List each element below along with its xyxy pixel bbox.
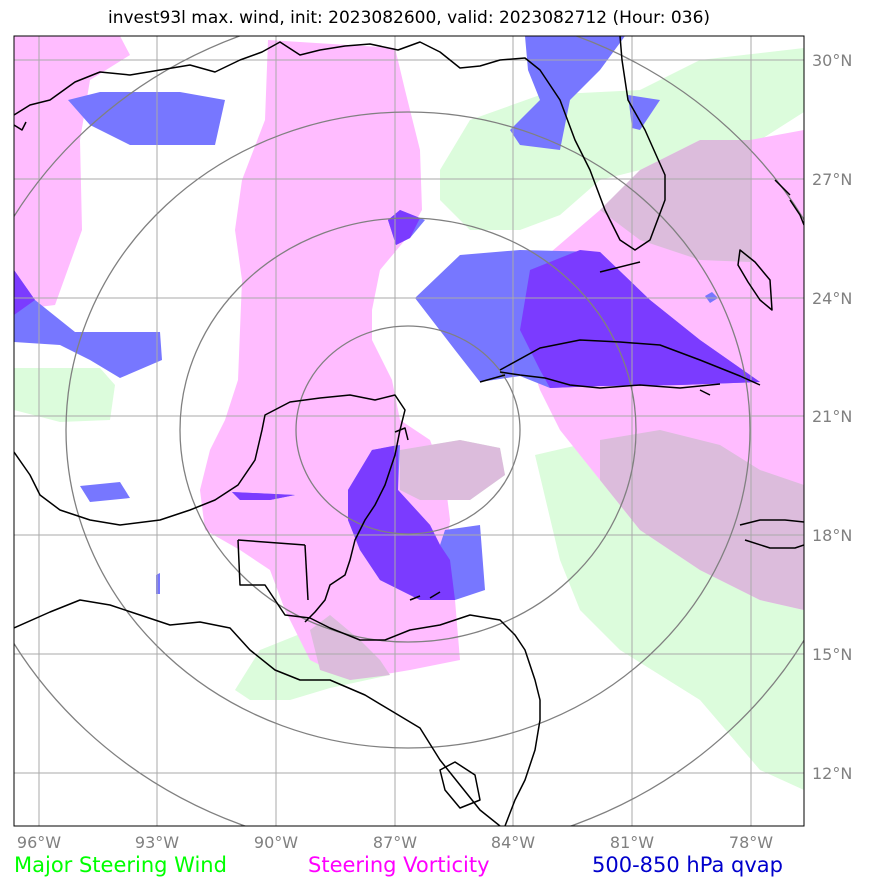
lat-tick-label: 27°N <box>812 170 852 189</box>
lat-tick-label: 21°N <box>812 407 852 426</box>
plot-frame <box>13 35 805 827</box>
lon-tick-label: 93°W <box>135 833 179 852</box>
lat-tick-label: 15°N <box>812 645 852 664</box>
lon-tick-label: 96°W <box>17 833 61 852</box>
lat-tick-label: 24°N <box>812 289 852 308</box>
graticule <box>14 36 804 826</box>
lon-tick-label: 84°W <box>491 833 535 852</box>
overlap-wind-vorticity <box>310 140 804 680</box>
legend-steering-vorticity: Steering Vorticity <box>308 853 490 877</box>
lat-tick-label: 12°N <box>812 764 852 783</box>
lat-tick-label: 30°N <box>812 51 852 70</box>
latitude-ticks: 30°N 27°N 24°N 21°N 18°N 15°N 12°N <box>812 51 852 783</box>
legend-qvap: 500-850 hPa qvap <box>592 853 783 877</box>
legend-steering-wind: Major Steering Wind <box>14 853 227 877</box>
lon-tick-label: 90°W <box>254 833 298 852</box>
longitude-ticks: 96°W 93°W 90°W 87°W 84°W 81°W 78°W <box>17 833 773 852</box>
lat-tick-label: 18°N <box>812 526 852 545</box>
map-title: invest93l max. wind, init: 2023082600, v… <box>107 8 711 28</box>
coastlines <box>14 36 804 826</box>
lon-tick-label: 81°W <box>610 833 654 852</box>
range-rings <box>14 36 804 826</box>
lon-tick-label: 78°W <box>729 833 773 852</box>
lon-tick-label: 87°W <box>373 833 417 852</box>
